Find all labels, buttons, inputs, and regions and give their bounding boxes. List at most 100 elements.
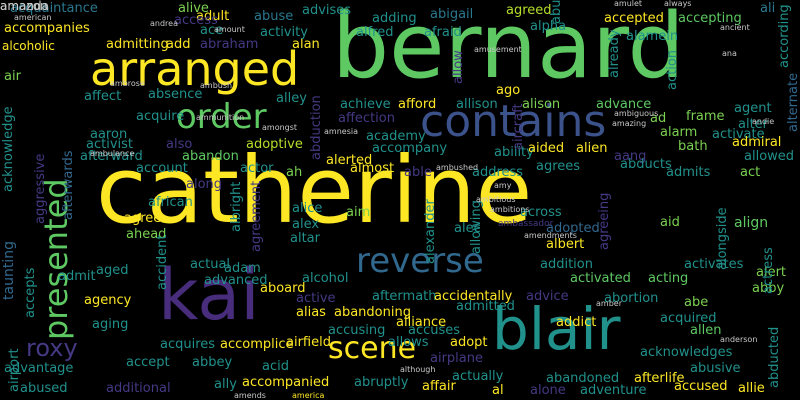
cloud-word: ambush [200,81,233,90]
cloud-word: america [292,391,325,400]
cloud-word: advantage [4,361,74,376]
cloud-word: alerted [326,153,373,168]
cloud-word: allowed [744,149,795,164]
cloud-word: address [472,165,524,180]
cloud-word: ability [494,145,534,160]
cloud-word: accompany [372,141,448,156]
cloud-word: amazing [612,119,647,128]
cloud-word: amy [494,181,512,190]
cloud-word: alter [738,117,769,132]
cloud-word: andrea [150,19,178,28]
cloud-word: scene [328,331,417,366]
cloud-word: roxy [26,334,78,362]
cloud-word: alarm [660,125,698,140]
cloud-word: abbey [192,355,233,370]
cloud-word: access [174,13,218,28]
cloud-word: adoptive [246,137,303,152]
cloud-word: contains [420,96,607,147]
cloud-word: aboard [260,281,306,296]
cloud-word: amanda [0,0,49,13]
cloud-word: along [186,177,223,192]
cloud-word: acquaintance [10,1,98,16]
cloud-word: actual [190,257,231,272]
cloud-word: aftermath [372,289,437,304]
cloud-word: ah [286,165,303,180]
cloud-word: ambiguous [614,109,659,118]
cloud-word: aang [614,149,647,164]
cloud-word: air [4,69,21,84]
cloud-word: admits [666,165,711,180]
cloud-word: allow [451,50,466,84]
cloud-word: airfield [286,335,331,350]
cloud-word: alex [292,217,320,232]
cloud-word: alison [522,97,561,112]
cloud-word: actress [761,247,776,294]
cloud-word: acid [262,359,289,374]
cloud-word: across [520,205,562,220]
cloud-word: advance [596,97,652,112]
cloud-word: allowing [469,200,484,254]
cloud-word: acknowledges [640,345,733,360]
cloud-word: academy [366,129,426,144]
cloud-word: admitting [106,37,169,52]
cloud-word: airport [7,348,22,392]
cloud-word: alongside [715,207,730,270]
cloud-word: alexander [423,199,438,264]
cloud-word: acquires [160,337,216,352]
cloud-word: ambitious [476,195,516,204]
cloud-word: alice [292,201,323,216]
cloud-word: ammunition [196,113,245,122]
cloud-word: according [777,4,792,68]
cloud-word: acquire [136,109,185,124]
cloud-word: aim [346,205,371,220]
cloud-word: al [492,383,504,398]
cloud-word: albright [229,181,244,232]
cloud-word: accident [155,234,170,290]
cloud-word: abigail [430,7,474,22]
cloud-word: american [14,13,52,22]
cloud-word: adventure [580,383,647,398]
cloud-word: activate [712,127,765,142]
cloud-word: amusement [474,45,522,54]
cloud-word: bernard [332,0,685,99]
cloud-word: alliance [396,315,447,330]
cloud-word: catherine [96,137,533,244]
cloud-word: account [136,161,188,176]
cloud-word: allison [456,97,498,112]
cloud-word: abruptly [354,375,409,390]
cloud-word: alone [530,383,566,398]
cloud-word: abducted [767,326,782,388]
cloud-word: acquired [660,311,717,326]
cloud-word: alamein [626,29,679,44]
cloud-word: advises [302,3,352,18]
cloud-word: alec [454,221,481,236]
cloud-word: accusing [328,323,386,338]
cloud-word: alfred [356,25,394,40]
cloud-word: amnesia [324,127,358,136]
cloud-word: frame [686,109,725,124]
cloud-word: amendments [524,231,577,240]
cloud-word: alert [756,265,787,280]
cloud-word: amends [234,391,266,400]
cloud-word: andie [752,117,775,126]
cloud-word: addition [540,257,593,272]
cloud-word: abused [20,381,68,396]
cloud-word: ace [200,23,224,38]
cloud-word: accompanied [242,375,330,390]
cloud-word: addict [556,315,597,330]
cloud-word: ahead [126,227,167,242]
cloud-word: altar [290,231,320,246]
cloud-word: alternate [786,72,800,132]
cloud-word: abandon [182,149,239,164]
cloud-word: ambushed [436,163,479,172]
cloud-word: allie [738,381,765,396]
cloud-word: additional [106,381,171,396]
cloud-word: agent [734,101,772,116]
cloud-word: ad [650,111,667,126]
cloud-word: abandoning [334,305,411,320]
cloud-word: affection [338,111,395,126]
cloud-word: advice [526,289,569,304]
cloud-word: anderson [720,335,758,344]
cloud-word: afford [398,97,437,112]
cloud-word: activist [86,137,133,152]
